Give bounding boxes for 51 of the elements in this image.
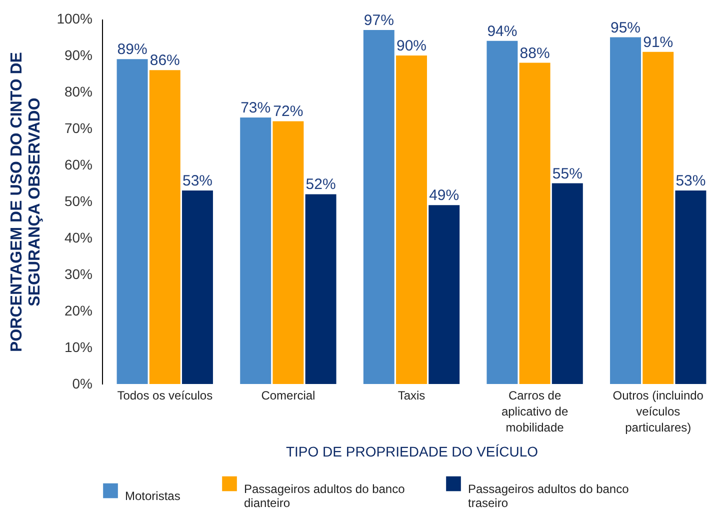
bar [552,183,583,384]
legend-label: Motoristas [125,488,180,503]
bar [519,62,550,384]
data-label: 89% [117,41,148,58]
bar [428,205,460,384]
bar [675,190,706,384]
data-label: 73% [240,100,271,117]
y-tick-label: 50% [64,193,92,209]
bar [240,118,272,384]
data-label: 53% [182,172,213,190]
legend-label: Passageiros adultos do banco traseiro [468,482,630,510]
x-tick-label: Taxis [398,388,426,402]
data-label: 90% [396,38,427,54]
x-tick-label: Outros (incluindo veículos particulares) [612,388,704,434]
y-tick-label: 10% [64,339,92,355]
bar [363,30,394,384]
data-label: 53% [676,172,706,190]
x-tick-label: Todos os veículos [117,388,213,402]
data-label: 49% [429,187,460,204]
bar [396,56,427,384]
legend-label: Passageiros adultos do banco dianteiro [244,482,406,510]
y-tick-label: 0% [72,376,92,392]
y-tick-label: 80% [64,84,92,100]
y-tick-label: 100% [56,10,92,26]
data-label: 94% [487,22,518,40]
y-axis-title: PORCENTAGEM DE USO DO CINTO DE SEGURANÇA OBSERVADO [8,52,44,352]
data-label: 97% [364,12,394,29]
bar [486,40,518,384]
bar [272,121,304,384]
y-tick-label: 70% [64,120,92,136]
bar [149,70,180,384]
data-label: 86% [150,52,180,70]
data-label: 55% [552,165,582,182]
bar [642,52,674,384]
x-tick-label: Comercial [261,388,316,402]
data-label: 52% [306,176,336,194]
bar [182,190,213,384]
data-label: 72% [273,103,304,120]
bar [116,59,148,384]
y-tick-label: 40% [64,230,92,246]
bar [610,37,641,384]
x-axis-title: TIPO DE PROPRIEDADE DO VEÍCULO [286,444,538,460]
y-tick-label: 60% [64,156,92,172]
y-tick-label: 30% [64,266,92,282]
data-label: 95% [610,19,641,36]
bar [305,194,336,384]
y-tick-label: 90% [64,47,92,63]
data-label: 91% [643,34,674,51]
x-tick-label: Carros de aplicativo de mobilidade [501,388,568,434]
data-label: 88% [520,44,550,62]
y-tick-label: 20% [64,302,92,318]
